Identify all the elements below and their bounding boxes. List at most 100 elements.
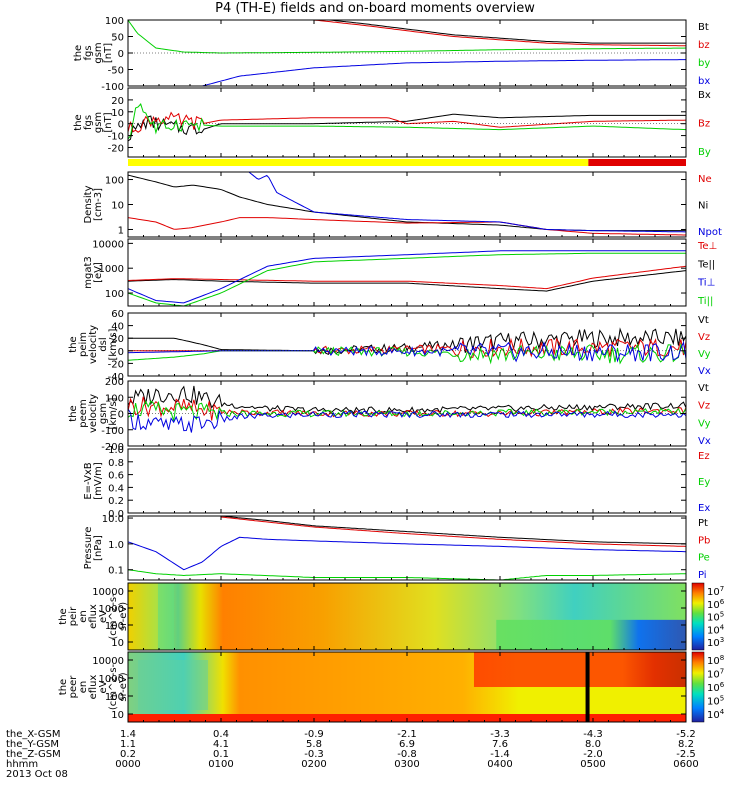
colorbar-tick-label: 106 — [707, 598, 725, 611]
y-axis-label: the — [68, 336, 79, 352]
y-tick-label: 0.6 — [108, 471, 124, 482]
series-line-Npot — [248, 171, 686, 233]
y-tick-label: 0 — [118, 120, 124, 131]
y-tick-label: 1.0 — [108, 540, 124, 551]
series-line-Vx — [127, 340, 687, 363]
y-tick-label: 10000 — [92, 239, 124, 250]
y-tick-label: -40 — [108, 372, 124, 383]
x-axis-row-label: hhmm — [6, 759, 38, 770]
y-tick-label: 200 — [105, 377, 124, 388]
y-tick-label: 10000 — [92, 656, 124, 667]
legend-label: Vx — [698, 366, 711, 377]
legend-label: Vt — [698, 383, 709, 394]
x-tick-label: -3.3 — [490, 729, 510, 740]
spectrogram-gap — [585, 652, 590, 722]
x-tick-label: 1.1 — [120, 739, 136, 750]
series-line-Vy — [127, 400, 687, 421]
x-tick-label: 6.9 — [399, 739, 415, 750]
y-axis-label: mgat3 — [83, 256, 94, 289]
y-axis-label: the — [58, 679, 69, 695]
series-line-Ti⊥ — [127, 250, 686, 304]
y-tick-label: 10 — [111, 108, 124, 119]
legend-label: Pt — [698, 518, 708, 529]
legend-label: Ne — [698, 174, 712, 185]
series-line-by — [127, 19, 687, 54]
legend-label: By — [698, 147, 711, 158]
x-tick-label: -0.8 — [397, 749, 417, 760]
legend-label: bz — [698, 40, 710, 51]
y-tick-label: 20 — [111, 96, 124, 107]
colorbar-tick-label: 105 — [707, 611, 724, 624]
y-tick-label: 50 — [111, 33, 124, 44]
legend-label: Npot — [698, 227, 722, 238]
x-tick-label: 8.2 — [678, 739, 694, 750]
x-tick-label: 0.4 — [213, 729, 229, 740]
panel-velocity_gsm: 200 100 0 -100 -200 the peem velocity gsm [km/s] V… — [68, 377, 711, 453]
series-line-By — [127, 103, 687, 140]
y-axis-label: Pressure — [83, 527, 94, 570]
y-axis-label: peim — [78, 332, 89, 357]
colorbar-tick-label: 104 — [707, 708, 725, 721]
legend-label: Ti|| — [697, 296, 713, 307]
series-line-Ne — [127, 217, 686, 236]
y-axis-label: fgs — [83, 45, 94, 60]
x-tick-label: 0.2 — [120, 749, 136, 760]
y-axis-label: fgs — [83, 115, 94, 130]
x-tick-label: 0400 — [487, 759, 512, 770]
y-axis-label: velocity — [88, 325, 99, 364]
y-axis-label: en — [78, 681, 89, 694]
x-tick-label: -2.1 — [397, 729, 417, 740]
legend-label: Bx — [698, 90, 711, 101]
legend-label: Te|| — [697, 259, 715, 270]
series-line-Pi — [127, 536, 687, 571]
y-tick-label: 0.0 — [108, 509, 124, 520]
x-axis-row-label: 2013 Oct 08 — [6, 769, 68, 780]
y-tick-label: -20 — [108, 359, 124, 370]
y-axis-label: the — [58, 608, 69, 624]
series-line-Ti|| — [127, 252, 686, 307]
legend-label: Ez — [698, 451, 710, 462]
y-axis-label: velocity — [88, 394, 99, 433]
series-line-Ni — [127, 174, 686, 232]
y-axis-label: gsm — [93, 42, 104, 63]
y-tick-label: 0 — [118, 410, 124, 421]
x-tick-label: 0500 — [580, 759, 605, 770]
y-axis-label: gsm — [98, 403, 109, 424]
y-tick-label: 10 — [111, 710, 124, 721]
panel-temperature: 10000 1000 100 mgat3 [eV] Te⊥ Te|| Ti⊥ Ti|| — [83, 238, 717, 307]
y-tick-label: 40 — [111, 322, 124, 333]
spectrogram-band — [158, 583, 174, 650]
x-tick-label: -2.0 — [583, 749, 603, 760]
y-axis-label: eflux — [88, 675, 99, 700]
legend-label: Bt — [698, 22, 709, 33]
y-tick-label: 10.0 — [102, 514, 124, 525]
y-axis-label: (cm^2-s- — [108, 663, 119, 710]
x-tick-label: -0.9 — [304, 729, 324, 740]
legend-label: Vy — [698, 418, 711, 429]
panel-frame — [127, 87, 687, 158]
y-axis-label: peir — [68, 606, 79, 626]
x-axis-row-label: the_X-GSM — [6, 729, 60, 740]
x-tick-label: -4.3 — [583, 729, 603, 740]
y-tick-label: 100 — [105, 692, 124, 703]
y-tick-label: 1000 — [99, 604, 124, 615]
y-axis-label: eV — [98, 610, 109, 623]
legend-label: Pb — [698, 535, 710, 546]
series-line-Vz — [127, 396, 687, 421]
plot-title: P4 (TH-E) fields and on-board moments ov… — [215, 1, 535, 16]
colorbar — [691, 582, 705, 651]
x-axis-row-label: the_Z-GSM — [6, 749, 61, 760]
y-axis-label: en — [78, 610, 89, 623]
y-tick-label: 100 — [105, 393, 124, 404]
x-tick-label: 0200 — [301, 759, 326, 770]
mode-segment — [128, 159, 589, 166]
y-tick-label: 0.8 — [108, 458, 124, 469]
colorbar-tick-label: 105 — [707, 695, 724, 708]
y-axis-label: [km/s] — [108, 397, 119, 429]
x-tick-label: 7.6 — [492, 739, 508, 750]
y-tick-label: 100 — [105, 621, 124, 632]
y-axis-label: peem — [78, 399, 89, 427]
x-tick-label: -0.3 — [304, 749, 324, 760]
